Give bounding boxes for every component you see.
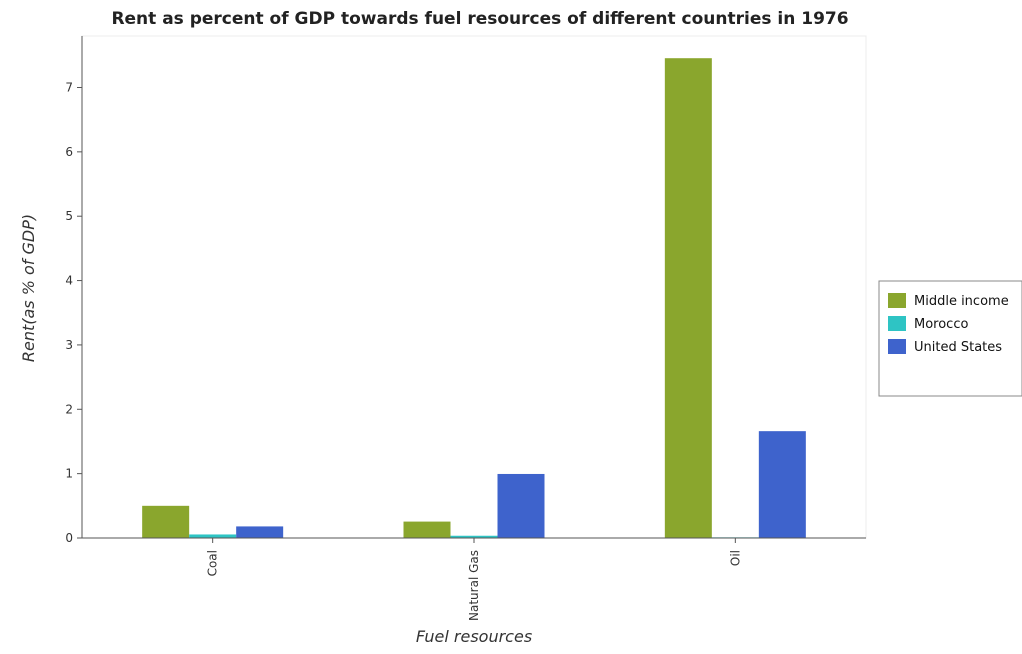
x-tick-label: Coal: [206, 550, 220, 576]
legend-swatch: [888, 293, 906, 308]
y-tick-label: 0: [65, 531, 73, 545]
chart-title: Rent as percent of GDP towards fuel reso…: [111, 9, 848, 29]
bar-middle-income-coal: [142, 505, 190, 538]
x-tick-label: Oil: [728, 550, 742, 566]
x-axis-label: Fuel resources: [416, 627, 532, 646]
bar-morocco-coal: [189, 534, 237, 538]
legend-label: Middle income: [914, 294, 1009, 309]
y-tick-label: 2: [65, 402, 73, 416]
legend: Middle income Morocco United States: [878, 280, 1022, 397]
y-tick-label: 1: [65, 467, 73, 481]
bar-middle-income-oil: [664, 58, 712, 538]
y-tick-label: 5: [65, 209, 73, 223]
y-tick-label: 3: [65, 338, 73, 352]
bar-united-states-oil: [758, 431, 806, 538]
x-axis: Coal Natural Gas Oil: [82, 537, 866, 621]
legend-swatch: [888, 339, 906, 354]
y-axis-label: Rent(as % of GDP): [19, 214, 38, 362]
y-tick-label: 4: [65, 274, 73, 288]
bar-united-states-natural-gas: [497, 473, 545, 538]
legend-label: United States: [914, 340, 1002, 355]
legend-label: Morocco: [914, 317, 968, 332]
bars-layer: [142, 58, 806, 538]
legend-swatch: [888, 316, 906, 331]
x-tick-label: Natural Gas: [467, 550, 481, 621]
y-axis: 0 1 2 3 4 5 6 7: [65, 36, 83, 545]
bar-morocco-natural-gas: [450, 535, 498, 538]
y-tick-label: 7: [65, 80, 73, 94]
y-tick-label: 6: [65, 145, 73, 159]
bar-middle-income-natural-gas: [403, 521, 451, 538]
bar-united-states-coal: [236, 526, 284, 538]
plot-area: [81, 35, 867, 539]
